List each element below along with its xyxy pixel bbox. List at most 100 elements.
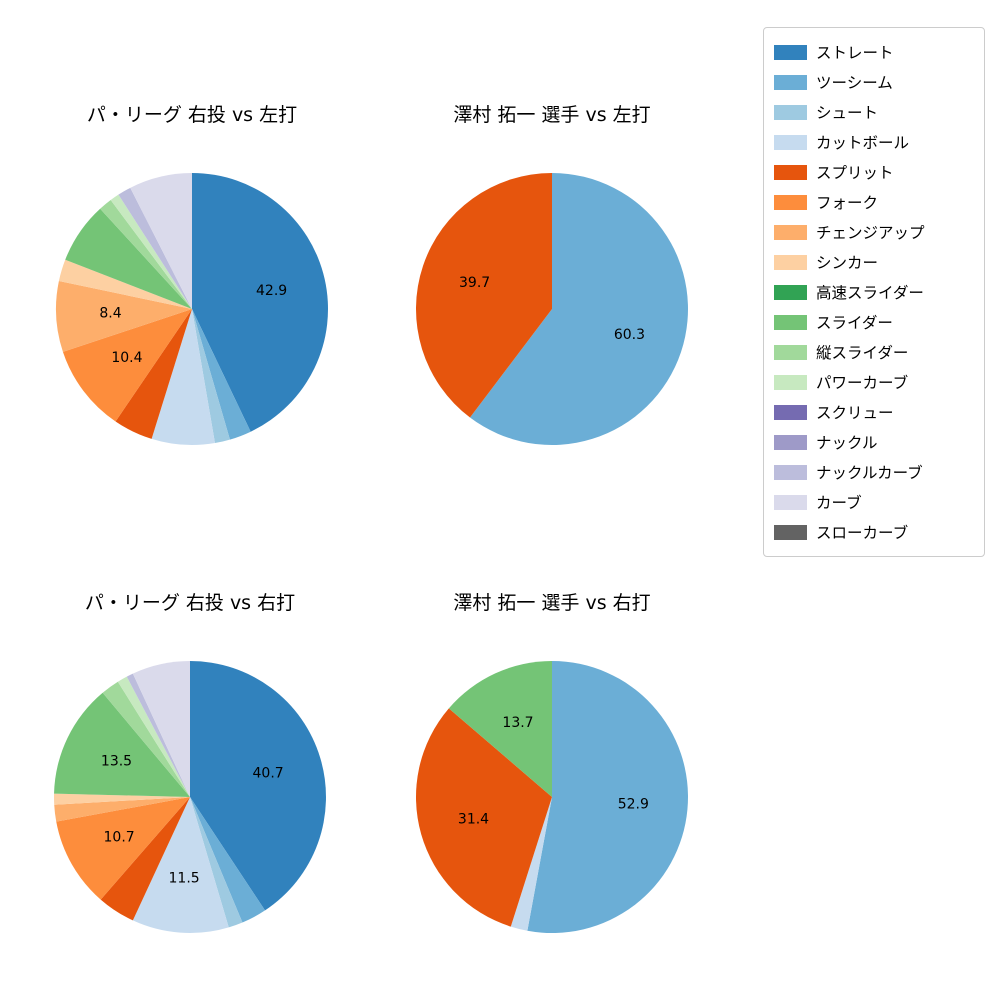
legend-color-swatch [774,194,807,210]
chart-title-sawamura-vs-left: 澤村 拓一 選手 vs 左打 [453,104,651,126]
legend-color-swatch [774,284,807,300]
legend-item: カットボール [774,127,974,157]
legend-item-label: パワーカーブ [816,374,909,392]
pie-value-label: 40.7 [253,766,284,782]
pie-value-label: 39.7 [459,275,490,291]
pie-value-label: 13.5 [101,754,132,770]
pie-value-label: 60.3 [614,327,645,343]
legend-item: ナックル [774,427,974,457]
pie-chart-pa-league-vs-right: 40.7 11.5 10.7 13.5 [53,661,326,934]
legend-item-label: シンカー [816,254,879,272]
pie-value-label: 42.9 [256,283,287,299]
legend-item-label: カーブ [816,494,862,512]
pie-slice-チェンジアップ [55,281,192,352]
legend-item-label: シュート [816,104,879,122]
pie-slice-スライダー [65,208,192,309]
legend-item: シュート [774,97,974,127]
pie-slice-ストレート [190,661,326,911]
pie-slice-カットボール [510,797,552,931]
legend-item-label: スクリュー [816,404,894,422]
pie-value-label: 31.4 [458,811,489,827]
chart-title-pa-league-vs-right: パ・リーグ 右投 vs 右打 [84,592,296,614]
pie-value-label: 11.5 [169,870,200,886]
legend-item: ナックルカーブ [774,457,974,487]
legend-item-label: カットボール [816,134,910,152]
legend-color-swatch [774,254,807,270]
legend-item: シンカー [774,247,974,277]
pie-slice-スプリット [415,708,552,927]
legend-color-swatch [774,344,807,360]
pie-slice-スプリット [115,309,192,439]
pie-slice-縦スライダー [102,681,190,797]
pie-slice-カットボール [151,309,215,446]
pie-slice-ナックルカーブ [118,187,192,309]
chart-title-sawamura-vs-right: 澤村 拓一 選手 vs 右打 [453,592,651,614]
pie-slice-シュート [192,309,230,444]
pie-slice-ツーシーム [470,173,688,445]
pie-slice-カーブ [130,173,192,309]
pie-slice-シュート [190,797,243,928]
legend-item: スローカーブ [774,517,974,547]
legend-color-swatch [774,74,807,90]
legend-item: スプリット [774,157,974,187]
legend-item: 縦スライダー [774,337,974,367]
pie-chart-sawamura-vs-right: 52.9 31.4 13.7 [415,661,688,933]
pie-value-label: 8.4 [99,306,121,322]
legend-item: ストレート [774,37,974,67]
pie-slice-スライダー [448,661,552,797]
legend-item-label: ナックル [816,434,878,452]
legend-item-label: チェンジアップ [816,224,925,242]
pie-slice-パワーカーブ [117,676,190,797]
legend-item: パワーカーブ [774,367,974,397]
legend-item: スクリュー [774,397,974,427]
pie-slice-ツーシーム [192,309,251,440]
pie-slice-パワーカーブ [110,194,192,309]
legend-color-swatch [774,434,807,450]
legend-item-label: 高速スライダー [816,284,924,302]
pie-slice-縦スライダー [100,199,192,309]
legend-item-label: ツーシーム [816,74,893,92]
legend-item-label: スライダー [816,314,893,332]
pie-slice-フォーク [62,309,192,422]
pie-slice-シンカー [58,259,192,309]
pie-slice-ツーシーム [190,797,266,923]
pie-slice-スライダー [54,692,190,797]
legend-item: 高速スライダー [774,277,974,307]
legend-item: チェンジアップ [774,217,974,247]
legend-item-label: フォーク [816,194,879,212]
legend-color-swatch [774,374,807,390]
pie-value-label: 13.7 [502,715,533,731]
pie-slice-カーブ [132,661,190,797]
pie-slice-ストレート [192,173,329,432]
legend-item-label: 縦スライダー [816,344,909,362]
pie-slice-ナックルカーブ [126,673,190,797]
pie-slice-チェンジアップ [54,797,190,822]
legend-color-swatch [774,494,807,510]
legend-item: ツーシーム [774,67,974,97]
legend-color-swatch [774,224,807,240]
legend-item-label: ストレート [816,44,894,62]
pie-chart-pa-league-vs-left: 42.9 10.4 8.4 [55,173,329,446]
pie-slice-フォーク [56,797,190,900]
legend-color-swatch [774,524,807,540]
legend-color-swatch [774,464,807,480]
pie-slice-ツーシーム [527,661,688,933]
legend-color-swatch [774,404,807,420]
legend-color-swatch [774,314,807,330]
legend-item: スライダー [774,307,974,337]
pie-slice-カットボール [132,797,229,934]
legend-item-label: スローカーブ [816,524,909,542]
legend-color-swatch [774,104,807,120]
legend-item-label: スプリット [816,164,894,182]
legend-item: カーブ [774,487,974,517]
pie-slice-シンカー [53,793,190,805]
legend: ストレートツーシームシュートカットボール スプリットフォークチェンジアップ シンカー… [763,27,985,557]
pie-slice-スプリット [415,173,552,418]
legend-item-label: ナックルカーブ [816,464,923,482]
legend-color-swatch [774,134,807,150]
chart-title-pa-league-vs-left: パ・リーグ 右投 vs 左打 [86,104,298,126]
legend-color-swatch [774,44,807,60]
pie-value-label: 10.7 [104,829,135,845]
legend-item: フォーク [774,187,974,217]
